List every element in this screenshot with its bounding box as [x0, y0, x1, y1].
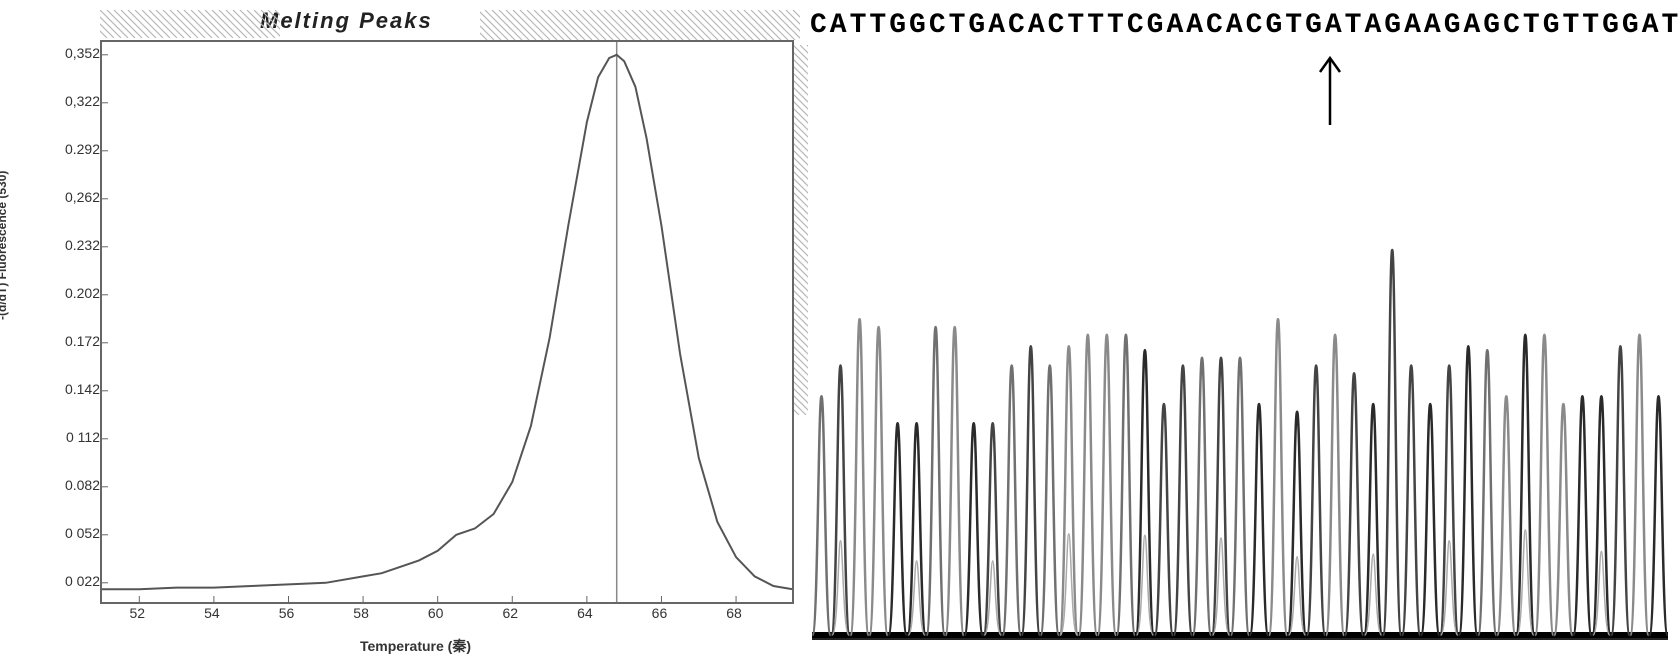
melting-curve-svg [102, 42, 792, 602]
chromatogram-panel: CATTGGCTGACACTTTCGAACACGTGATAGAAGAGCTGTT… [800, 0, 1680, 658]
plot-area [100, 40, 794, 604]
x-axis-label: Temperature (秦) [360, 636, 471, 656]
chromatogram-svg [800, 0, 1680, 658]
melting-chart-panel: Melting Peaks -(d/dT) Fluorescence (530)… [0, 0, 800, 658]
chart-title: Melting Peaks [260, 8, 433, 34]
y-axis-label: -(d/dT) Fluorescence (530) [0, 171, 9, 320]
